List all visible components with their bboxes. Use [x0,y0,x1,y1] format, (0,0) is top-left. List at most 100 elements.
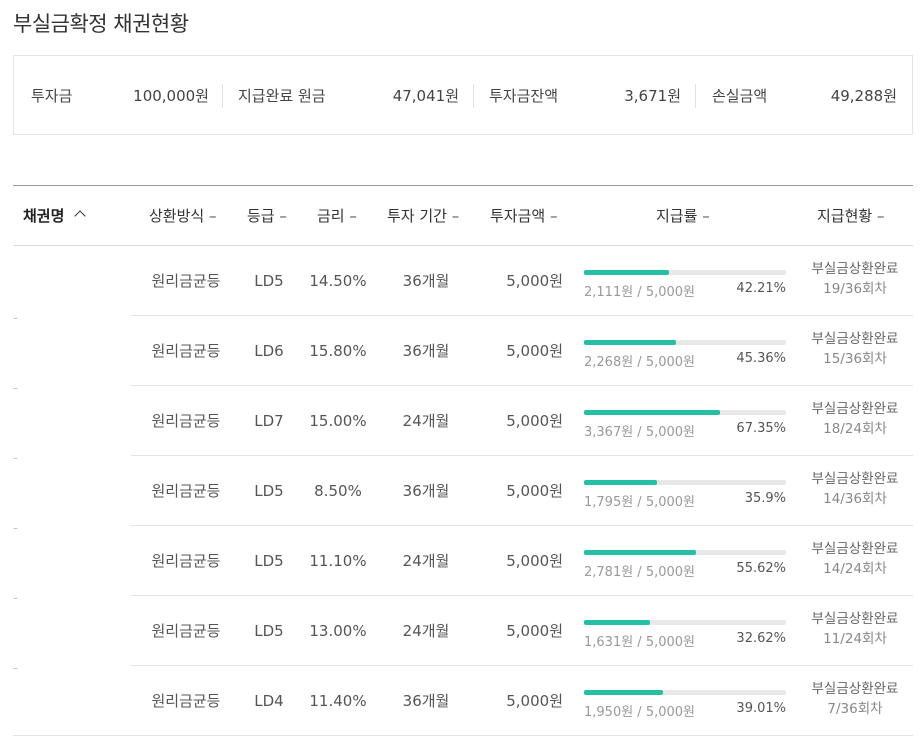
investment-amount: 5,000원 [506,692,563,710]
payout-percent: 35.9% [744,491,786,506]
status-label: 부실금상환완료 [811,471,899,487]
payout-status: 부실금상환완료 19/36회차 [803,259,907,299]
grade: LD5 [254,272,284,290]
table-row[interactable]: 원리금균등 LD4 11.40% 36개월 5,000원 1,950원 / 5,000원 3… [13,666,913,736]
payout-percent: 67.35% [736,421,786,436]
investment-amount: 5,000원 [506,552,563,570]
investment-period: 24개월 [402,622,450,640]
progress-fill [584,270,670,275]
column-period[interactable]: 투자 기간 – [387,186,459,246]
progress-track [584,550,786,555]
grade: LD5 [254,622,284,640]
status-installment: 18/24회차 [823,421,887,437]
interest-rate: 13.00% [309,622,367,640]
table-row[interactable]: – 원리금균등 LD5 8.50% 36개월 5,000원 1,795원 / 5,000원 3… [13,456,913,534]
payout-percent: 55.62% [736,561,786,576]
table-row[interactable]: – 원리금균등 LD5 13.00% 24개월 5,000원 1,631원 / 5,000원… [13,596,913,674]
status-installment: 19/36회차 [823,281,887,297]
column-grade-label: 등급 [247,207,275,225]
summary-investment-value: 100,000원 [133,86,209,105]
table-row[interactable]: – 원리금균등 LD7 15.00% 24개월 5,000원 3,367원 / 5,000원… [13,386,913,464]
summary-balance: 투자금잔액 3,671원 [489,56,681,134]
grade: LD6 [254,342,284,360]
grade: LD4 [254,692,284,710]
summary-divider [222,84,223,108]
summary-investment-label: 투자금 [31,86,73,105]
investment-period: 36개월 [402,342,450,360]
column-grade[interactable]: 등급 – [247,186,287,246]
progress-track [584,340,786,345]
investment-amount: 5,000원 [506,622,563,640]
table-row[interactable]: – 원리금균등 LD5 14.50% 36개월 5,000원 2,111원 / 5,000원… [13,246,913,324]
table-row[interactable]: – 원리금균등 LD5 11.10% 24개월 5,000원 2,781원 / 5,000원… [13,526,913,604]
status-installment: 11/24회차 [823,631,887,647]
payout-status: 부실금상환완료 11/24회차 [803,609,907,649]
investment-period: 24개월 [402,412,450,430]
progress-track [584,410,786,415]
row-divider [131,385,913,386]
status-installment: 14/36회차 [823,491,887,507]
table-row[interactable]: – 원리금균등 LD6 15.80% 36개월 5,000원 2,268원 / 5,000원… [13,316,913,394]
sort-icon: – [208,207,217,225]
interest-rate: 8.50% [314,482,362,500]
grade: LD5 [254,482,284,500]
column-method[interactable]: 상환방식 – [149,186,216,246]
summary-divider [473,84,474,108]
row-divider [131,595,913,596]
status-label: 부실금상환완료 [811,681,899,697]
repayment-method: 원리금균등 [151,552,221,570]
bond-name[interactable]: – [13,663,18,674]
paid-amount: 2,781원 / 5,000원 [584,565,695,580]
investment-amount: 5,000원 [506,272,563,290]
paid-amount: 2,268원 / 5,000원 [584,355,695,370]
investment-period: 36개월 [402,692,450,710]
interest-rate: 14.50% [309,272,367,290]
progress-fill [584,410,721,415]
bond-name[interactable]: – [13,313,18,324]
payout-status: 부실금상환완료 7/36회차 [803,679,907,719]
summary-loss-value: 49,288원 [830,86,897,105]
summary-balance-value: 3,671원 [624,86,681,105]
row-divider [131,525,913,526]
bond-name[interactable]: – [13,593,18,604]
repayment-method: 원리금균등 [151,692,221,710]
grade: LD7 [254,412,284,430]
sort-icon: – [876,207,885,225]
repayment-method: 원리금균등 [151,482,221,500]
payout-status: 부실금상환완료 14/36회차 [803,469,907,509]
column-bond-name[interactable]: 채권명 [23,186,86,246]
bond-name[interactable]: – [13,383,18,394]
summary-divider [695,84,696,108]
column-bond-name-label: 채권명 [23,207,65,225]
column-payout-rate-label: 지급률 [656,207,698,225]
table-header: 채권명 상환방식 – 등급 – 금리 – 투자 기간 – 투자금액 – 지급률 … [13,185,913,246]
payout-percent: 42.21% [736,281,786,296]
column-status[interactable]: 지급현황 – [817,186,884,246]
sort-icon: – [451,207,460,225]
column-amount[interactable]: 투자금액 – [490,186,557,246]
paid-amount: 1,631원 / 5,000원 [584,635,695,650]
bond-name[interactable]: – [13,523,18,534]
summary-balance-label: 투자금잔액 [489,86,559,105]
summary-investment: 투자금 100,000원 [31,56,209,134]
payout-status: 부실금상환완료 18/24회차 [803,399,907,439]
repayment-method: 원리금균등 [151,622,221,640]
status-installment: 15/36회차 [823,351,887,367]
sort-icon: – [549,207,558,225]
investment-period: 36개월 [402,482,450,500]
status-label: 부실금상환완료 [811,261,899,277]
summary-loss-label: 손실금액 [712,86,768,105]
row-divider [131,455,913,456]
grade: LD5 [254,552,284,570]
status-label: 부실금상환완료 [811,611,899,627]
progress-fill [584,620,650,625]
progress-fill [584,480,657,485]
column-rate[interactable]: 금리 – [317,186,357,246]
progress-track [584,690,786,695]
row-divider [131,315,913,316]
sort-icon: – [279,207,287,225]
column-payout-rate[interactable]: 지급률 – [656,186,710,246]
interest-rate: 15.00% [309,412,367,430]
bond-name[interactable]: – [13,453,18,464]
column-period-label: 투자 기간 [387,207,447,225]
